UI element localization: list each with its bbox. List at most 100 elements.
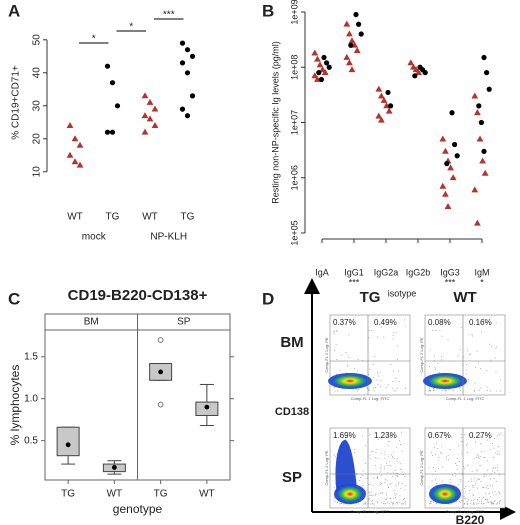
event-dot: [480, 481, 482, 483]
event-dot: [393, 492, 395, 494]
event-dot: [374, 390, 376, 392]
point: [422, 70, 428, 76]
event-dot: [379, 492, 381, 494]
event-dot: [478, 458, 480, 460]
event-dot: [374, 387, 376, 389]
event-dot: [392, 456, 394, 458]
event-dot: [395, 332, 397, 334]
event-dot: [373, 477, 375, 479]
event-dot: [376, 379, 378, 381]
event-dot: [403, 498, 405, 500]
event-dot: [368, 330, 370, 332]
point: [353, 47, 361, 54]
point: [375, 85, 383, 92]
x-tick-label: TG: [181, 212, 195, 223]
event-dot: [485, 486, 487, 488]
y-tick-label: 1e+08: [289, 55, 299, 80]
event-dot: [441, 335, 443, 337]
event-dot: [495, 322, 497, 324]
event-dot: [383, 503, 385, 505]
event-dot: [360, 477, 362, 479]
event-dot: [368, 337, 370, 339]
event-dot: [403, 319, 405, 321]
event-dot: [354, 448, 356, 450]
point: [484, 70, 490, 76]
event-dot: [370, 500, 372, 502]
event-dot: [369, 483, 371, 485]
event-dot: [468, 333, 470, 335]
event-dot: [386, 465, 388, 467]
event-dot: [441, 445, 443, 447]
event-dot: [341, 354, 343, 356]
y-tick-label: 10: [32, 166, 43, 178]
event-dot: [435, 470, 437, 472]
event-dot: [365, 490, 367, 492]
event-dot: [497, 451, 499, 453]
event-dot: [429, 349, 431, 351]
event-dot: [466, 444, 468, 446]
event-dot: [467, 497, 469, 499]
event-dot: [372, 484, 374, 486]
event-dot: [471, 503, 473, 505]
event-dot: [376, 502, 378, 504]
event-dot: [372, 503, 374, 505]
event-dot: [489, 501, 491, 503]
event-dot: [373, 494, 375, 496]
quadrant-label: 0.67%: [428, 431, 451, 440]
event-dot: [498, 491, 500, 493]
event-dot: [333, 496, 335, 498]
event-dot: [396, 358, 398, 360]
event-dot: [496, 453, 498, 455]
event-dot: [489, 390, 491, 392]
event-dot: [461, 499, 463, 501]
event-dot: [473, 457, 475, 459]
point: [141, 92, 149, 99]
event-dot: [494, 472, 496, 474]
column-label: TG: [360, 289, 381, 306]
event-dot: [448, 459, 450, 461]
quadrant-label: 1.23%: [374, 431, 397, 440]
event-dot: [399, 495, 401, 497]
event-dot: [468, 499, 470, 501]
event-dot: [430, 502, 432, 504]
event-dot: [375, 451, 377, 453]
event-dot: [368, 389, 370, 391]
event-dot: [339, 503, 341, 505]
event-dot: [478, 496, 480, 498]
event-dot: [359, 480, 361, 482]
event-dot: [334, 350, 336, 352]
event-dot: [471, 335, 473, 337]
event-dot: [490, 484, 492, 486]
point: [109, 80, 116, 86]
box: [56, 426, 80, 457]
event-dot: [478, 503, 480, 505]
event-dot: [482, 496, 484, 498]
event-dot: [388, 441, 390, 443]
sig-label: *: [129, 22, 133, 33]
point: [184, 113, 191, 119]
event-dot: [387, 502, 389, 504]
event-dot: [400, 469, 402, 471]
event-dot: [401, 471, 403, 473]
event-dot: [474, 390, 476, 392]
event-dot: [396, 345, 398, 347]
sig-label: ***: [349, 277, 360, 287]
event-dot: [429, 365, 431, 367]
event-dot: [497, 445, 499, 447]
event-dot: [396, 446, 398, 448]
event-dot: [447, 339, 449, 341]
event-dot: [384, 481, 386, 483]
event-dot: [365, 445, 367, 447]
event-dot: [486, 370, 488, 372]
event-dot: [469, 490, 471, 492]
y-tick-label: 50: [32, 34, 43, 46]
point: [76, 141, 84, 148]
event-dot: [400, 503, 402, 505]
point: [471, 186, 479, 193]
quadrant-label: 0.08%: [428, 318, 451, 327]
event-dot: [464, 498, 466, 500]
event-dot: [445, 459, 447, 461]
event-dot: [450, 503, 452, 505]
event-dot: [378, 493, 380, 495]
event-dot: [490, 359, 492, 361]
